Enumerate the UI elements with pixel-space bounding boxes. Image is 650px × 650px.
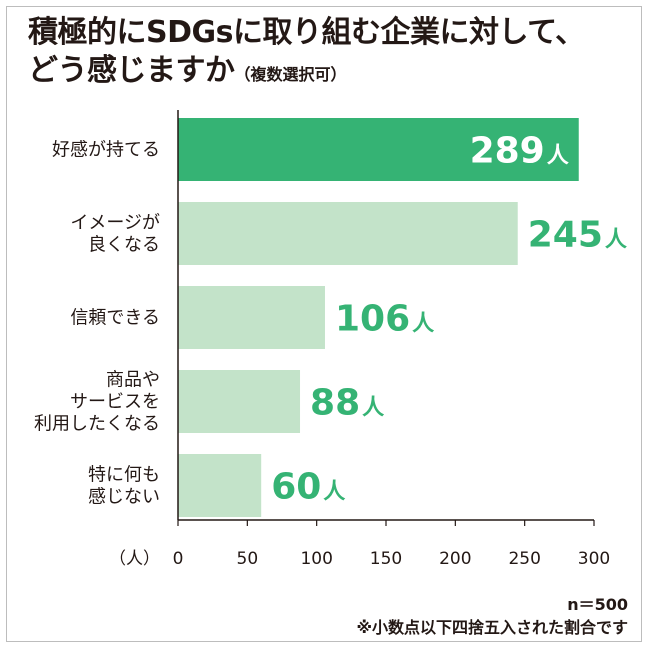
value-unit: 人 xyxy=(362,396,384,421)
x-tick-label: 300 xyxy=(578,549,610,569)
bar-0 xyxy=(178,118,579,181)
value-unit: 人 xyxy=(547,144,569,169)
bar-2 xyxy=(178,286,325,349)
bar-3 xyxy=(178,370,301,433)
category-label: 好感が持てる xyxy=(52,140,160,161)
x-axis-unit-label: （人） xyxy=(109,549,160,569)
chart-title: 積極的にSDGsに取り組む企業に対して、 どう感じますか（複数選択可） xyxy=(28,14,585,94)
value-number: 289 xyxy=(470,131,545,172)
value-label: 60人 xyxy=(271,467,345,508)
x-tick-label: 150 xyxy=(370,549,402,569)
value-number: 88 xyxy=(310,383,360,424)
value-unit: 人 xyxy=(412,312,434,337)
title-line-1: 積極的にSDGsに取り組む企業に対して、 xyxy=(28,15,585,50)
category-label: イメージが xyxy=(70,213,160,234)
x-tick-label: 100 xyxy=(300,549,332,569)
category-labels-group: 好感が持てるイメージが良くなる信頼できる商品やサービスを利用したくなる特に何も感… xyxy=(34,140,160,508)
category-label: 感じない xyxy=(88,487,160,508)
bars-group xyxy=(178,118,579,517)
value-label: 106人 xyxy=(335,299,434,340)
bar-1 xyxy=(178,202,518,265)
x-tick-label: 250 xyxy=(508,549,540,569)
category-label: 良くなる xyxy=(88,235,160,256)
title-line-2: どう感じますか xyxy=(28,53,235,88)
category-label: 商品や xyxy=(106,370,160,391)
title-subnote: （複数選択可） xyxy=(234,65,347,84)
value-number: 106 xyxy=(335,299,410,340)
category-label: 信頼できる xyxy=(70,308,160,329)
category-label: サービスを xyxy=(70,392,160,413)
x-tick-label: 200 xyxy=(439,549,471,569)
rounding-note: ※小数点以下四捨五入された割合です xyxy=(356,618,628,637)
value-unit: 人 xyxy=(605,228,627,253)
chart-frame xyxy=(6,6,642,642)
sample-size-note: n＝500 xyxy=(567,595,628,614)
x-tick-label: 50 xyxy=(237,549,259,569)
value-label: 245人 xyxy=(528,215,627,256)
value-label: 88人 xyxy=(310,383,384,424)
category-label: 特に何も xyxy=(88,465,160,486)
value-unit: 人 xyxy=(323,480,345,505)
value-number: 60 xyxy=(271,467,321,508)
category-label: 利用したくなる xyxy=(34,414,160,435)
bar-4 xyxy=(178,454,262,517)
x-tick-label: 0 xyxy=(173,549,184,569)
x-axis: 0 50 100 150 200 250 300 （人） xyxy=(109,110,610,569)
value-label: 289人 xyxy=(470,131,569,172)
value-number: 245 xyxy=(528,215,603,256)
